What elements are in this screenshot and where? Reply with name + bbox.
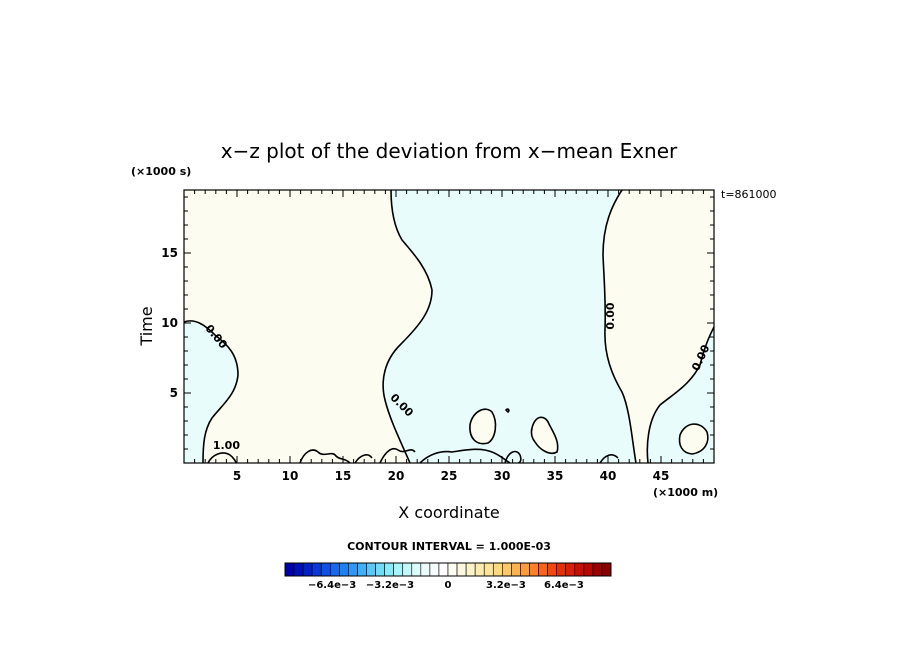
colorbar-tick-label: 0: [445, 580, 452, 591]
colorbar-cell: [411, 562, 422, 577]
x-tick-labels: 5 10 15 20 25 30 35 40 45: [233, 469, 670, 483]
colorbar-cell: [529, 562, 539, 577]
contour-interval-text: CONTOUR INTERVAL = 1.000E-03: [347, 540, 551, 553]
positive-island-1: [469, 408, 497, 445]
colorbar-tick-label: 3.2e−3: [486, 580, 526, 591]
colorbar-cell: [565, 562, 576, 577]
colorbar: [284, 562, 612, 577]
colorbar-cell: [311, 562, 322, 577]
colorbar-cell: [429, 562, 440, 577]
tick-marks: [184, 190, 714, 463]
colorbar-cell: [556, 562, 567, 577]
colorbar-cell: [538, 562, 548, 577]
colorbar-cell: [329, 562, 340, 577]
colorbar-cell: [474, 562, 485, 577]
x-tick-label: 40: [600, 469, 617, 483]
colorbar-cell: [420, 562, 431, 577]
positive-island-2: [530, 416, 559, 455]
y-tick-label: 10: [161, 316, 178, 330]
colorbar-cell: [302, 562, 313, 577]
colorbar-tick-label: −3.2e−3: [366, 580, 414, 591]
colorbar-cell: [483, 562, 494, 577]
plot-area: 0.000.000.000.001.00: [183, 189, 715, 464]
colorbar-cell: [465, 562, 476, 577]
colorbar-cell: [502, 562, 512, 577]
colorbar-cell: [320, 562, 331, 577]
colorbar-cell: [592, 562, 603, 577]
x-tick-label: 25: [441, 469, 458, 483]
colorbar-frame: [284, 562, 612, 577]
negative-region-center: [383, 190, 636, 463]
colorbar-cell: [402, 562, 413, 577]
x-axis-unit: (×1000 m): [653, 486, 718, 499]
colorbar-cell: [284, 562, 295, 577]
colorbar-cell: [574, 562, 585, 577]
y-tick-label: 5: [170, 386, 178, 400]
colorbar-cell: [348, 562, 358, 577]
y-tick-labels: 5 10 15: [161, 246, 178, 400]
colorbar-cell: [366, 562, 376, 577]
colorbar-cell: [375, 562, 385, 577]
x-tick-label: 35: [547, 469, 564, 483]
colorbar-cell: [357, 562, 367, 577]
y-axis-unit: (×1000 s): [131, 165, 191, 178]
colorbar-cell: [456, 562, 467, 577]
x-tick-label: 10: [282, 469, 299, 483]
colorbar-cell: [583, 562, 594, 577]
colorbar-cell: [339, 562, 349, 577]
colorbar-cell: [393, 562, 404, 577]
colorbar-cell: [547, 562, 557, 577]
y-axis-label: Time: [137, 306, 156, 346]
contour-label: 1.00: [213, 439, 240, 452]
time-stamp: t=861000: [721, 188, 777, 201]
x-tick-label: 30: [494, 469, 511, 483]
x-tick-label: 45: [653, 469, 670, 483]
colorbar-tick-label: −6.4e−3: [308, 580, 356, 591]
x-tick-label: 20: [388, 469, 405, 483]
x-tick-label: 15: [335, 469, 352, 483]
chart-title: x−z plot of the deviation from x−mean Ex…: [221, 139, 678, 163]
colorbar-cell: [384, 562, 394, 577]
colorbar-cell: [601, 562, 612, 577]
colorbar-tick-label: 6.4e−3: [544, 580, 584, 591]
x-tick-label: 5: [233, 469, 241, 483]
colorbar-cell: [447, 562, 458, 577]
contour-label: 0.00: [604, 302, 617, 329]
colorbar-cell: [293, 562, 304, 577]
colorbar-cell: [511, 562, 521, 577]
y-tick-label: 15: [161, 246, 178, 260]
positive-island-3: [678, 423, 709, 455]
negative-region-left: [184, 320, 238, 463]
colorbar-cell: [438, 562, 449, 577]
colorbar-cell: [492, 562, 503, 577]
colorbar-cell: [520, 562, 530, 577]
x-axis-label: X coordinate: [398, 503, 499, 522]
colorbar-labels: −6.4e−3 −3.2e−3 0 3.2e−3 6.4e−3: [308, 580, 584, 591]
